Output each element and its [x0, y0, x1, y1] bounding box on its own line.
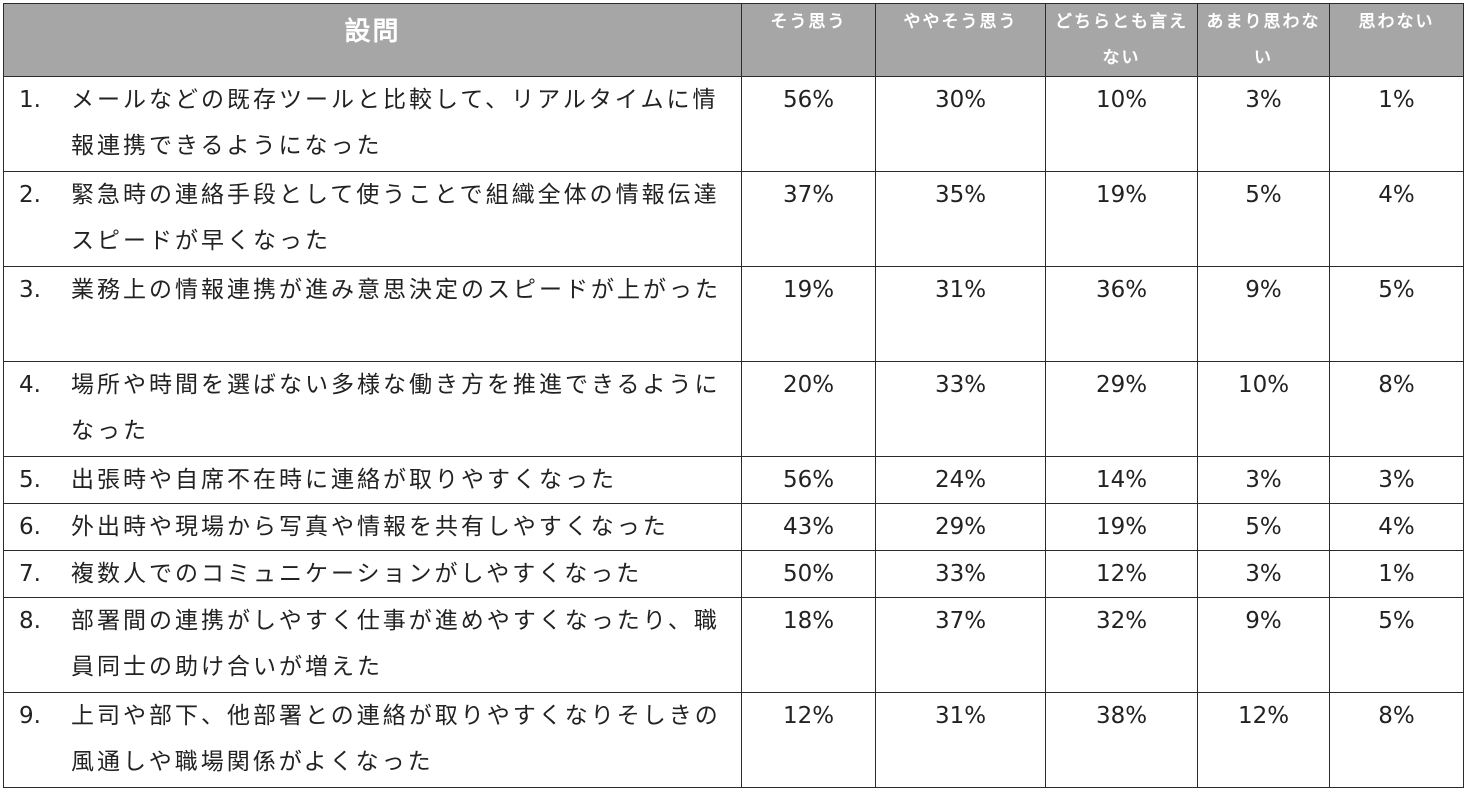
value-somewhat-disagree: 5%	[1197, 171, 1330, 267]
value-neutral: 12%	[1045, 550, 1198, 598]
value-strongly-agree: 56%	[741, 76, 876, 172]
value-disagree: 5%	[1329, 266, 1464, 362]
table-row: 6. 外出時や現場から写真や情報を共有しやすくなった 43% 29% 19% 5…	[3, 503, 1464, 551]
question-cell: 4. 場所や時間を選ばない多様な働き方を推進できるようになった	[3, 361, 742, 457]
header-option-disagree: 思わない	[1329, 3, 1464, 77]
value-neutral: 29%	[1045, 361, 1198, 457]
value-neutral: 10%	[1045, 76, 1198, 172]
question-cell: 8. 部署間の連携がしやすく仕事が進めやすくなったり、職員同士の助け合いが増えた	[3, 597, 742, 693]
question-number: 8.	[19, 608, 41, 634]
value-somewhat-agree: 31%	[875, 266, 1046, 362]
header-option-somewhat-disagree: あまり思わない	[1197, 3, 1330, 77]
table-row: 7. 複数人でのコミュニケーションがしやすくなった 50% 33% 12% 3%…	[3, 550, 1464, 598]
table-header-row: 設問 そう思う ややそう思う どちらとも言えない あまり思わない 思わない	[3, 3, 1464, 77]
table-row: 4. 場所や時間を選ばない多様な働き方を推進できるようになった 20% 33% …	[3, 361, 1464, 457]
value-neutral: 19%	[1045, 503, 1198, 551]
table-row: 8. 部署間の連携がしやすく仕事が進めやすくなったり、職員同士の助け合いが増えた…	[3, 597, 1464, 693]
value-neutral: 38%	[1045, 692, 1198, 788]
value-somewhat-agree: 30%	[875, 76, 1046, 172]
question-text: 出張時や自席不在時に連絡が取りやすくなった	[71, 467, 617, 493]
value-neutral: 36%	[1045, 266, 1198, 362]
table-row: 9. 上司や部下、他部署との連絡が取りやすくなりそしきの風通しや職場関係がよくな…	[3, 692, 1464, 788]
value-somewhat-disagree: 9%	[1197, 597, 1330, 693]
value-somewhat-agree: 35%	[875, 171, 1046, 267]
value-somewhat-disagree: 12%	[1197, 692, 1330, 788]
table-row: 3. 業務上の情報連携が進み意思決定のスピードが上がった 19% 31% 36%…	[3, 266, 1464, 362]
value-somewhat-agree: 33%	[875, 550, 1046, 598]
question-cell: 3. 業務上の情報連携が進み意思決定のスピードが上がった	[3, 266, 742, 362]
value-somewhat-disagree: 3%	[1197, 456, 1330, 504]
value-disagree: 3%	[1329, 456, 1464, 504]
question-cell: 7. 複数人でのコミュニケーションがしやすくなった	[3, 550, 742, 598]
value-somewhat-disagree: 10%	[1197, 361, 1330, 457]
value-strongly-agree: 37%	[741, 171, 876, 267]
question-text: 緊急時の連絡手段として使うことで組織全体の情報伝達スピードが早くなった	[71, 182, 720, 254]
value-strongly-agree: 12%	[741, 692, 876, 788]
value-strongly-agree: 43%	[741, 503, 876, 551]
header-option-neutral: どちらとも言えない	[1045, 3, 1198, 77]
value-somewhat-agree: 33%	[875, 361, 1046, 457]
question-cell: 1. メールなどの既存ツールと比較して、リアルタイムに情報連携できるようになった	[3, 76, 742, 172]
question-cell: 2. 緊急時の連絡手段として使うことで組織全体の情報伝達スピードが早くなった	[3, 171, 742, 267]
header-option-somewhat-agree: ややそう思う	[875, 3, 1046, 77]
value-strongly-agree: 56%	[741, 456, 876, 504]
value-somewhat-disagree: 3%	[1197, 76, 1330, 172]
question-text: 部署間の連携がしやすく仕事が進めやすくなったり、職員同士の助け合いが増えた	[71, 608, 720, 680]
value-somewhat-agree: 24%	[875, 456, 1046, 504]
question-number: 9.	[19, 703, 41, 729]
value-strongly-agree: 18%	[741, 597, 876, 693]
question-cell: 9. 上司や部下、他部署との連絡が取りやすくなりそしきの風通しや職場関係がよくな…	[3, 692, 742, 788]
value-neutral: 19%	[1045, 171, 1198, 267]
question-text: 複数人でのコミュニケーションがしやすくなった	[71, 561, 643, 587]
question-number: 5.	[19, 467, 41, 493]
question-cell: 6. 外出時や現場から写真や情報を共有しやすくなった	[3, 503, 742, 551]
question-number: 3.	[19, 277, 41, 303]
question-number: 6.	[19, 514, 41, 540]
value-disagree: 4%	[1329, 503, 1464, 551]
question-text: 場所や時間を選ばない多様な働き方を推進できるようになった	[71, 372, 721, 444]
value-disagree: 8%	[1329, 692, 1464, 788]
value-disagree: 8%	[1329, 361, 1464, 457]
value-disagree: 4%	[1329, 171, 1464, 267]
question-number: 7.	[19, 561, 41, 587]
value-somewhat-disagree: 5%	[1197, 503, 1330, 551]
header-question: 設問	[3, 3, 742, 77]
value-strongly-agree: 19%	[741, 266, 876, 362]
value-neutral: 14%	[1045, 456, 1198, 504]
question-text: 上司や部下、他部署との連絡が取りやすくなりそしきの風通しや職場関係がよくなった	[71, 703, 721, 775]
header-option-strongly-agree: そう思う	[741, 3, 876, 77]
question-number: 4.	[19, 372, 41, 398]
value-somewhat-disagree: 3%	[1197, 550, 1330, 598]
value-disagree: 1%	[1329, 550, 1464, 598]
question-number: 1.	[19, 87, 41, 113]
question-text: 外出時や現場から写真や情報を共有しやすくなった	[71, 514, 669, 540]
value-disagree: 5%	[1329, 597, 1464, 693]
question-number: 2.	[19, 182, 41, 208]
value-disagree: 1%	[1329, 76, 1464, 172]
value-somewhat-agree: 29%	[875, 503, 1046, 551]
value-somewhat-disagree: 9%	[1197, 266, 1330, 362]
value-strongly-agree: 20%	[741, 361, 876, 457]
value-somewhat-agree: 31%	[875, 692, 1046, 788]
value-somewhat-agree: 37%	[875, 597, 1046, 693]
question-cell: 5. 出張時や自席不在時に連絡が取りやすくなった	[3, 456, 742, 504]
table-row: 2. 緊急時の連絡手段として使うことで組織全体の情報伝達スピードが早くなった 3…	[3, 171, 1464, 267]
value-neutral: 32%	[1045, 597, 1198, 693]
question-text: メールなどの既存ツールと比較して、リアルタイムに情報連携できるようになった	[71, 87, 719, 159]
question-text: 業務上の情報連携が進み意思決定のスピードが上がった	[71, 277, 721, 303]
survey-results-table: 設問 そう思う ややそう思う どちらとも言えない あまり思わない 思わない 1.…	[3, 3, 1464, 788]
value-strongly-agree: 50%	[741, 550, 876, 598]
table-row: 5. 出張時や自席不在時に連絡が取りやすくなった 56% 24% 14% 3% …	[3, 456, 1464, 504]
table-row: 1. メールなどの既存ツールと比較して、リアルタイムに情報連携できるようになった…	[3, 76, 1464, 172]
